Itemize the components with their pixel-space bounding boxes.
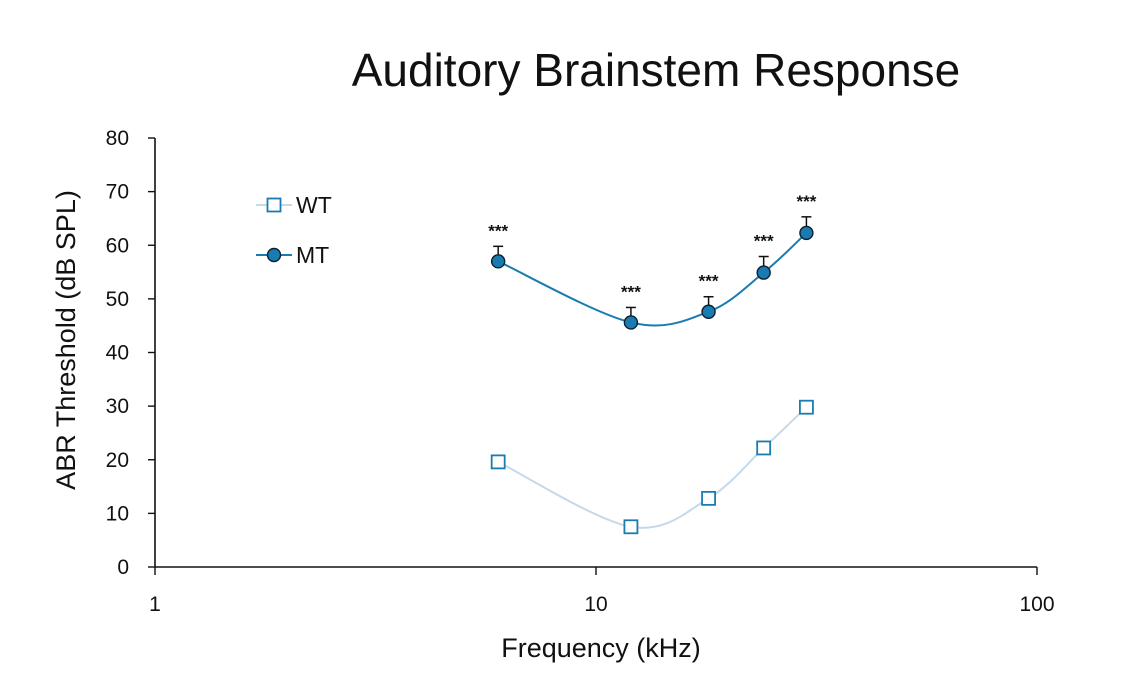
legend-label: WT [296,192,332,218]
data-point-wt [490,454,506,470]
data-point-wt [701,490,716,506]
data-point-mt [623,315,639,330]
legend-item-wt: WT [256,192,332,218]
y-tick-label: 10 [106,502,129,525]
x-axis-title: Frequency (kHz) [501,633,701,663]
legend: WT MT [256,192,332,268]
chart-title: Auditory Brainstem Response [352,44,961,96]
significance-label: *** [754,232,774,251]
data-point-mt [490,254,506,269]
y-axis-title: ABR Threshold (dB SPL) [51,190,81,490]
significance-label: *** [796,192,816,211]
series-mt-line [497,232,808,327]
data-point-mt [799,225,814,241]
data-point-wt [623,519,639,535]
series-wt [490,399,814,535]
y-tick-label: 60 [106,234,129,257]
series-layer: *** *** *** *** *** [488,192,817,535]
series-mt: *** *** *** *** *** [488,192,817,330]
y-tick-label: 20 [106,449,129,472]
y-tick-label: 30 [106,395,129,418]
data-point-wt [799,399,814,415]
data-point-mt [701,304,716,319]
x-tick-label: 1 [149,593,161,616]
legend-label: MT [296,242,329,268]
data-point-wt [756,440,772,456]
legend-marker-wt [266,197,282,213]
x-tick-label: 100 [1019,593,1054,616]
series-wt-line [497,406,808,529]
axes-layer: 0 10 20 30 40 50 60 70 80 1 10 100 [106,127,1055,616]
significance-label: *** [621,282,641,301]
y-tick-label: 70 [106,181,129,204]
significance-label: *** [699,272,719,291]
significance-label: *** [488,221,508,240]
y-tick-label: 0 [117,556,129,579]
legend-marker-mt [266,247,282,263]
data-point-mt [756,265,771,280]
y-tick-label: 80 [106,127,129,150]
y-tick-label: 40 [106,342,129,365]
legend-item-mt: MT [256,242,329,268]
y-tick-label: 50 [106,288,129,311]
x-tick-label: 10 [584,593,607,616]
